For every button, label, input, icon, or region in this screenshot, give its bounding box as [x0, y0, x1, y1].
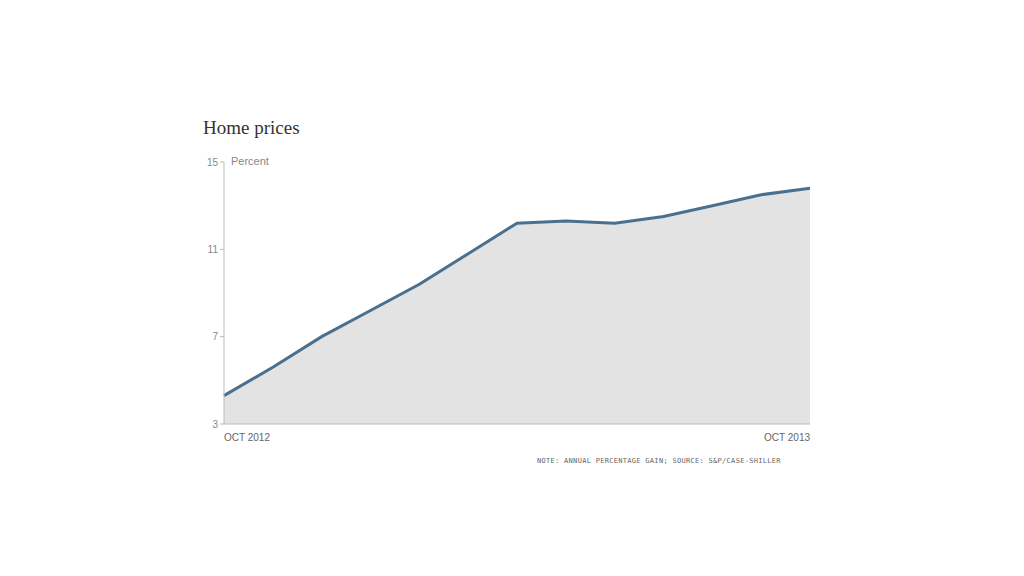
html-text:NOTE: ANNUAL PERCENTAGE GAIN;: NOTE: ANNUAL PERCENTAGE GAIN; SOURCE: S&… — [537, 457, 781, 465]
svg-text:15: 15 — [207, 157, 219, 168]
html-text:Percent: Percent — [231, 155, 269, 167]
svg-text:3: 3 — [212, 419, 218, 430]
svg-text:OCT 2013: OCT 2013 — [764, 432, 810, 443]
svg-text:7: 7 — [212, 331, 218, 342]
svg-text:OCT 2012: OCT 2012 — [224, 432, 270, 443]
svg-text:11: 11 — [208, 244, 219, 255]
html-text:Home prices: Home prices — [203, 117, 300, 138]
